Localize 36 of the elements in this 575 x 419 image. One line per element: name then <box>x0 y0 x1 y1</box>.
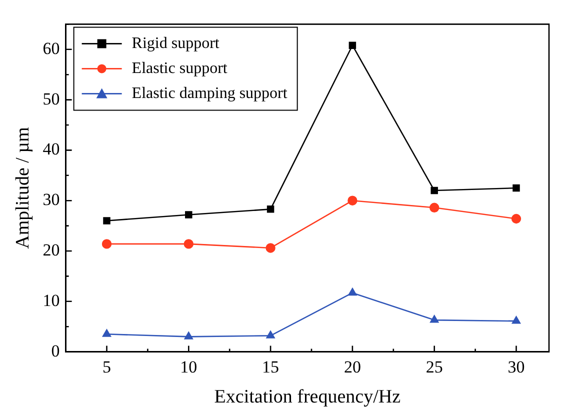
x-tick-label: 10 <box>180 357 198 376</box>
y-tick-label: 0 <box>51 341 60 360</box>
legend-label: Elastic damping support <box>132 84 288 102</box>
y-tick-label: 30 <box>42 190 60 210</box>
x-axis-title: Excitation frequency/Hz <box>214 386 401 408</box>
point <box>512 316 521 324</box>
x-tick-label: 25 <box>426 357 443 376</box>
point <box>266 330 275 338</box>
point <box>430 315 439 323</box>
y-tick-label: 20 <box>42 240 60 260</box>
y-tick-label: 10 <box>42 290 60 310</box>
point <box>184 239 194 249</box>
y-tick-label: 40 <box>42 140 60 159</box>
y-tick-label: 50 <box>42 89 60 108</box>
point <box>102 329 112 337</box>
legend-label: Rigid support <box>132 34 220 52</box>
point <box>266 206 274 213</box>
x-tick-label: 15 <box>262 357 280 376</box>
point <box>102 239 112 249</box>
y-axis-title: Amplitude / µm <box>12 126 34 249</box>
point <box>184 332 193 340</box>
legend-label: Elastic support <box>132 60 228 77</box>
point <box>348 42 356 49</box>
point <box>266 243 276 253</box>
point <box>103 217 110 224</box>
point <box>511 214 522 224</box>
point <box>512 184 520 192</box>
point <box>185 211 192 218</box>
x-tick-label: 5 <box>102 357 111 376</box>
x-tick-label: 30 <box>508 357 525 376</box>
point <box>429 202 440 213</box>
point <box>348 288 357 296</box>
y-tick-label: 60 <box>42 38 60 58</box>
point <box>348 196 358 206</box>
point <box>430 186 438 194</box>
x-tick-label: 20 <box>344 357 361 376</box>
